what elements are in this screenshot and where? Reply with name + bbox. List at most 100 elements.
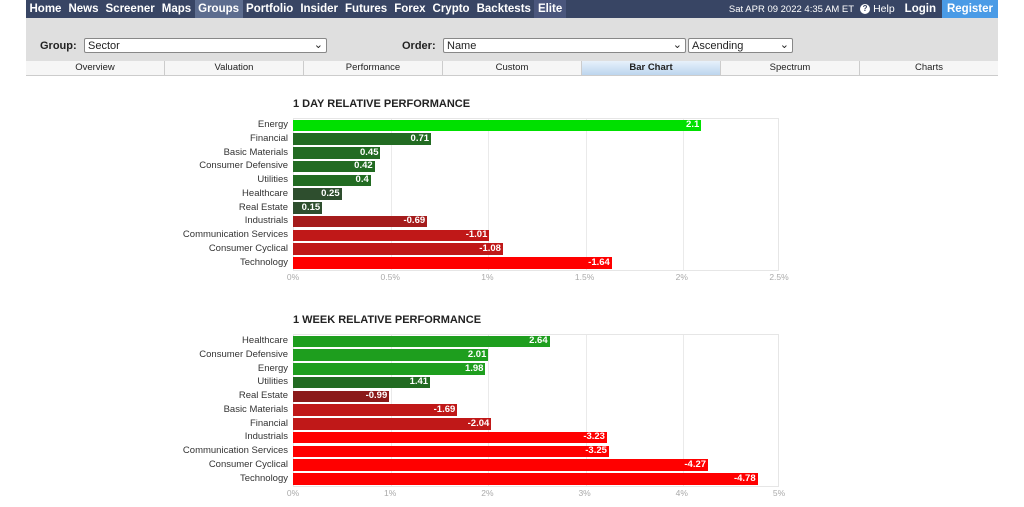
chart-1-week: 1 WEEK RELATIVE PERFORMANCE 0% 1% 2% 3% 4% 5%… — [0, 314, 1024, 504]
nav-item-backtests[interactable]: Backtests — [476, 3, 531, 15]
gridline — [682, 335, 684, 487]
nav-item-forex[interactable]: Forex — [394, 3, 426, 15]
category-label: Energy — [257, 119, 288, 130]
view-tabs: Overview Valuation Performance Custom Bar Ch… — [26, 61, 998, 76]
group-select-value: Sector — [88, 40, 120, 52]
tab-bar-chart[interactable]: Bar Chart — [582, 61, 721, 75]
bar-value-label: -4.27 — [684, 458, 707, 470]
login-link[interactable]: Login — [904, 3, 936, 15]
bar-value-label: -1.08 — [479, 242, 501, 254]
help-link[interactable]: ? Help — [860, 3, 895, 15]
nav-item-screener[interactable]: Screener — [105, 3, 155, 15]
category-label: Basic Materials — [223, 403, 288, 415]
bar — [293, 459, 709, 471]
category-label: Consumer Defensive — [199, 160, 288, 172]
x-tick-label: 5% — [772, 488, 786, 499]
bar — [293, 473, 758, 485]
nav-item-insider[interactable]: Insider — [300, 3, 339, 15]
gridline — [585, 335, 587, 487]
category-label: Communication Services — [182, 445, 288, 456]
gridline — [488, 335, 490, 487]
gridline — [585, 119, 587, 271]
bar-value-label: 0.45 — [359, 146, 379, 158]
bar-value-label: 0.71 — [410, 132, 430, 144]
bar — [293, 147, 381, 159]
gridline — [682, 119, 684, 271]
bar — [293, 418, 492, 430]
category-label: Consumer Defensive — [199, 348, 288, 360]
bar-value-label: 1.98 — [464, 362, 484, 374]
direction-select[interactable]: Ascending ⌄ — [688, 38, 793, 53]
chevron-down-icon: ⌄ — [779, 39, 789, 51]
x-tick-label: 1% — [384, 488, 397, 499]
tab-performance[interactable]: Performance — [304, 61, 443, 75]
tab-custom[interactable]: Custom — [443, 61, 582, 75]
filter-panel: Group: Sector ⌄ Order: Name ⌄ Ascending … — [26, 18, 998, 61]
chart-title: 1 DAY RELATIVE PERFORMANCE — [293, 98, 471, 110]
tab-charts[interactable]: Charts — [915, 62, 943, 73]
bar-value-label: -1.01 — [465, 229, 488, 240]
tab-overview[interactable]: Overview — [26, 61, 165, 75]
chevron-down-icon: ⌄ — [672, 39, 682, 51]
bar — [293, 257, 612, 269]
bar — [293, 335, 550, 347]
nav-item-news[interactable]: News — [68, 3, 99, 15]
direction-select-value: Ascending — [692, 40, 744, 52]
order-select[interactable]: Name ⌄ — [443, 38, 686, 53]
bar — [293, 349, 489, 361]
order-select-value: Name — [447, 40, 477, 52]
category-label: Real Estate — [238, 390, 288, 401]
bar-value-label: -3.23 — [583, 431, 605, 443]
bar — [293, 133, 432, 145]
bar — [293, 390, 390, 402]
x-tick-label: 1.5% — [574, 272, 595, 283]
chart-1-day: 1 DAY RELATIVE PERFORMANCE 0% 0.5% 1% 1.5% 2… — [0, 98, 1024, 288]
category-label: Utilities — [257, 174, 288, 185]
x-tick-label: 2% — [675, 272, 688, 283]
category-label: Financial — [249, 417, 288, 429]
bar-value-label: -1.64 — [588, 256, 610, 268]
nav-item-maps[interactable]: Maps — [161, 3, 192, 15]
bar-value-label: 0.4 — [355, 174, 369, 185]
bar — [293, 119, 702, 131]
gridline — [391, 119, 393, 271]
register-button[interactable]: Register — [941, 0, 998, 18]
nav-item-futures[interactable]: Futures — [345, 3, 388, 15]
category-label: Technology — [239, 256, 288, 268]
help-icon: ? — [860, 4, 871, 14]
category-label: Utilities — [257, 376, 288, 388]
nav-item-home[interactable]: Home — [29, 3, 62, 15]
nav-item-crypto[interactable]: Crypto — [432, 3, 470, 15]
bar-value-label: -0.99 — [365, 390, 388, 401]
top-nav-bar: Home News Screener Maps Groups Portfolio Insid… — [26, 0, 998, 18]
bar-value-label: -1.69 — [433, 403, 456, 415]
nav-item-elite[interactable]: Elite — [534, 0, 566, 18]
bar — [293, 431, 607, 444]
group-select[interactable]: Sector ⌄ — [84, 38, 327, 53]
category-label: Communication Services — [182, 229, 288, 240]
tab-spectrum[interactable]: Spectrum — [721, 61, 860, 75]
x-tick-label: 0.5% — [380, 272, 400, 283]
bar-value-label: 0.15 — [301, 201, 321, 213]
category-label: Basic Materials — [223, 146, 288, 158]
tab-valuation[interactable]: Valuation — [165, 61, 304, 75]
bar — [293, 229, 490, 241]
bar — [293, 445, 609, 457]
nav-item-portfolio[interactable]: Portfolio — [246, 3, 294, 15]
category-label: Energy — [257, 362, 288, 374]
bar — [293, 243, 503, 255]
bar — [293, 376, 431, 389]
chart-title: 1 WEEK RELATIVE PERFORMANCE — [293, 314, 482, 326]
bar — [293, 160, 375, 173]
bar-value-label: 0.42 — [354, 160, 373, 172]
x-tick-label: 2% — [481, 488, 494, 499]
bar — [293, 215, 428, 228]
bar-value-label: 2.64 — [529, 335, 548, 346]
category-label: Industrials — [244, 215, 288, 227]
x-tick-label: 2.5% — [769, 272, 789, 283]
bar — [293, 202, 323, 214]
gridline — [488, 119, 490, 271]
nav-item-groups[interactable]: Groups — [194, 0, 243, 18]
category-label: Financial — [249, 132, 288, 144]
nav-right: Sat APR 09 2022 4:35 AM ET ? Help Login … — [729, 0, 998, 18]
